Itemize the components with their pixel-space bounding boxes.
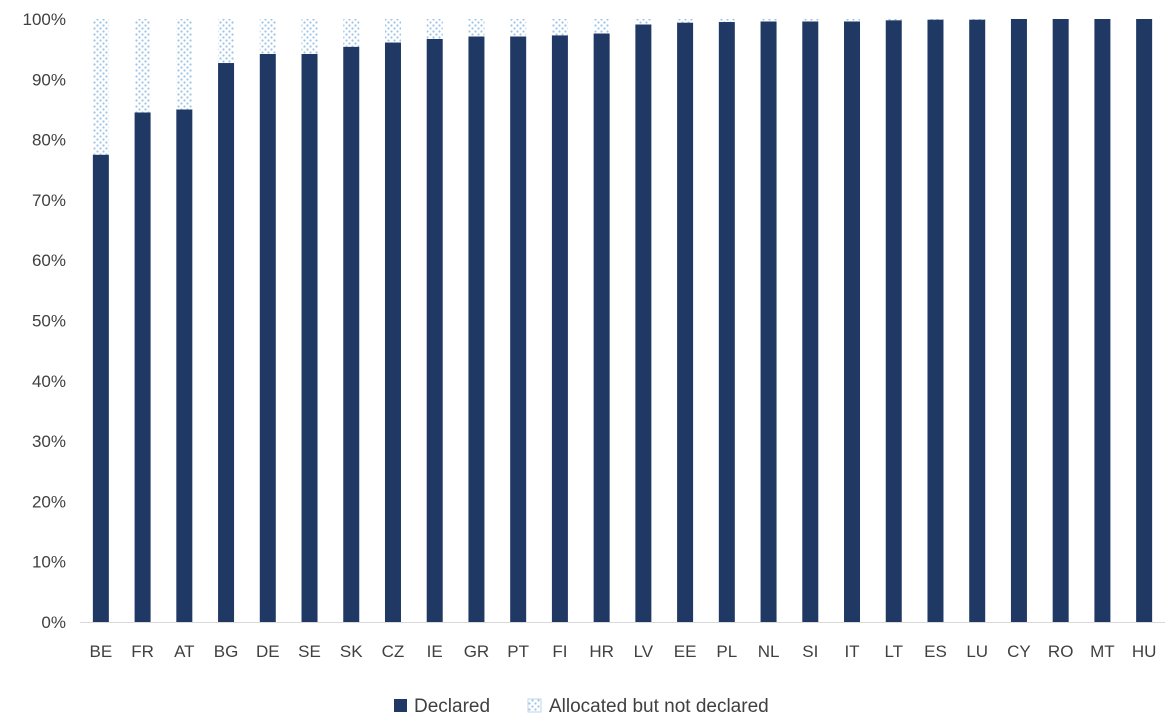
bar-declared-lu [969,19,986,622]
bar-allocated-not-declared-si [802,19,819,22]
bar-allocated-not-declared-ee [677,19,694,23]
y-tick-label: 100% [23,10,66,29]
x-tick-label: EE [674,642,697,661]
x-tick-label: FR [131,642,154,661]
x-tick-label: PL [716,642,737,661]
bar-declared-pt [510,36,527,622]
x-tick-label: NL [758,642,780,661]
bar-allocated-not-declared-pl [718,19,735,23]
bar-allocated-not-declared-es [927,19,944,20]
x-tick-label: GR [464,642,490,661]
bar-declared-hu [1136,19,1153,622]
bar-allocated-not-declared-lv [635,19,652,25]
x-tick-label: IE [427,642,443,661]
x-axis: BE FR AT BG DE SE SK CZ IE GR PT FI HR LV EE PL NL SI IT LT… [80,622,1165,661]
y-tick-label: 90% [32,70,66,89]
x-tick-label: MT [1090,642,1115,661]
bar-allocated-not-declared-ie [426,19,443,39]
bar-allocated-not-declared-gr [468,19,485,37]
x-tick-label: LT [884,642,903,661]
y-tick-label: 10% [32,553,66,572]
bar-allocated-not-declared-be [92,19,109,155]
x-tick-label: SI [802,642,818,661]
bar-allocated-not-declared-hr [593,19,610,34]
x-tick-label: PT [507,642,529,661]
bar-declared-de [259,53,276,622]
bar-declared-ie [426,38,443,623]
y-tick-label: 70% [32,191,66,210]
y-tick-label: 20% [32,492,66,511]
bar-allocated-not-declared-bg [218,19,235,64]
y-tick-label: 40% [32,372,66,391]
bar-allocated-not-declared-cz [384,19,401,43]
bar-allocated-not-declared-lu [969,19,986,20]
x-tick-label: FI [552,642,567,661]
bar-declared-es [927,19,944,622]
y-tick-label: 30% [32,432,66,451]
bar-declared-sk [343,46,360,623]
x-tick-label: RO [1048,642,1074,661]
x-tick-label: CY [1007,642,1031,661]
bar-allocated-not-declared-lt [885,19,902,21]
bar-declared-it [844,21,861,623]
x-tick-label: DE [256,642,280,661]
bar-allocated-not-declared-de [259,19,276,54]
y-tick-label: 0% [41,613,66,632]
bar-declared-si [802,21,819,623]
bars [92,19,1153,623]
x-tick-label: AT [174,642,194,661]
legend: Declared Allocated but not declared [394,696,769,717]
x-tick-label: HR [589,642,614,661]
bar-allocated-not-declared-fr [134,19,151,113]
y-axis: 0% 10% 20% 30% 40% 50% 60% 70% 80% 90% 100% [23,10,66,632]
x-tick-label: ES [924,642,947,661]
bar-allocated-not-declared-fi [551,19,568,36]
x-tick-label: HU [1132,642,1157,661]
bar-allocated-not-declared-sk [343,19,360,47]
bar-declared-lt [885,20,902,623]
bar-declared-se [301,53,318,622]
bar-declared-fr [134,112,151,622]
bar-declared-cz [384,42,401,623]
bar-declared-at [176,109,193,622]
y-tick-label: 50% [32,312,66,331]
bar-declared-ee [677,22,694,623]
legend-label: Allocated but not declared [549,696,769,717]
bar-declared-lv [635,24,652,622]
bar-declared-fi [551,35,568,622]
bar-declared-gr [468,36,485,622]
x-tick-label: LU [966,642,988,661]
x-tick-label: SK [340,642,363,661]
y-tick-label: 60% [32,251,66,270]
bar-allocated-not-declared-at [176,19,193,110]
x-tick-label: LV [634,642,654,661]
bar-allocated-not-declared-nl [760,19,777,22]
legend-swatch [527,698,542,713]
x-tick-label: BG [214,642,239,661]
bar-declared-be [92,154,109,623]
bar-allocated-not-declared-pt [510,19,527,37]
legend-label: Declared [414,696,490,717]
bar-declared-cy [1010,19,1027,622]
bar-allocated-not-declared-se [301,19,318,54]
bar-declared-nl [760,21,777,623]
x-tick-label: BE [90,642,113,661]
x-tick-label: SE [298,642,321,661]
bar-declared-bg [218,63,235,623]
bar-declared-hr [593,33,610,623]
legend-swatch [394,699,407,712]
bar-allocated-not-declared-it [844,19,861,22]
bar-declared-pl [718,22,735,622]
bar-declared-mt [1094,19,1111,622]
x-tick-label: CZ [382,642,405,661]
y-tick-label: 80% [32,131,66,150]
bar-declared-ro [1052,19,1069,622]
x-tick-label: IT [844,642,859,661]
